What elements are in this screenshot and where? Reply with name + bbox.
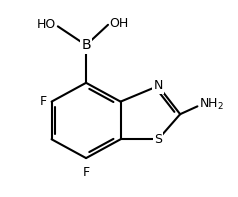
Text: S: S (154, 133, 162, 146)
Text: OH: OH (109, 17, 129, 30)
Text: B: B (81, 38, 91, 52)
Text: F: F (40, 95, 47, 108)
Text: F: F (83, 166, 90, 179)
Text: NH$_2$: NH$_2$ (199, 97, 224, 112)
Text: HO: HO (37, 18, 56, 31)
Text: N: N (154, 79, 163, 92)
